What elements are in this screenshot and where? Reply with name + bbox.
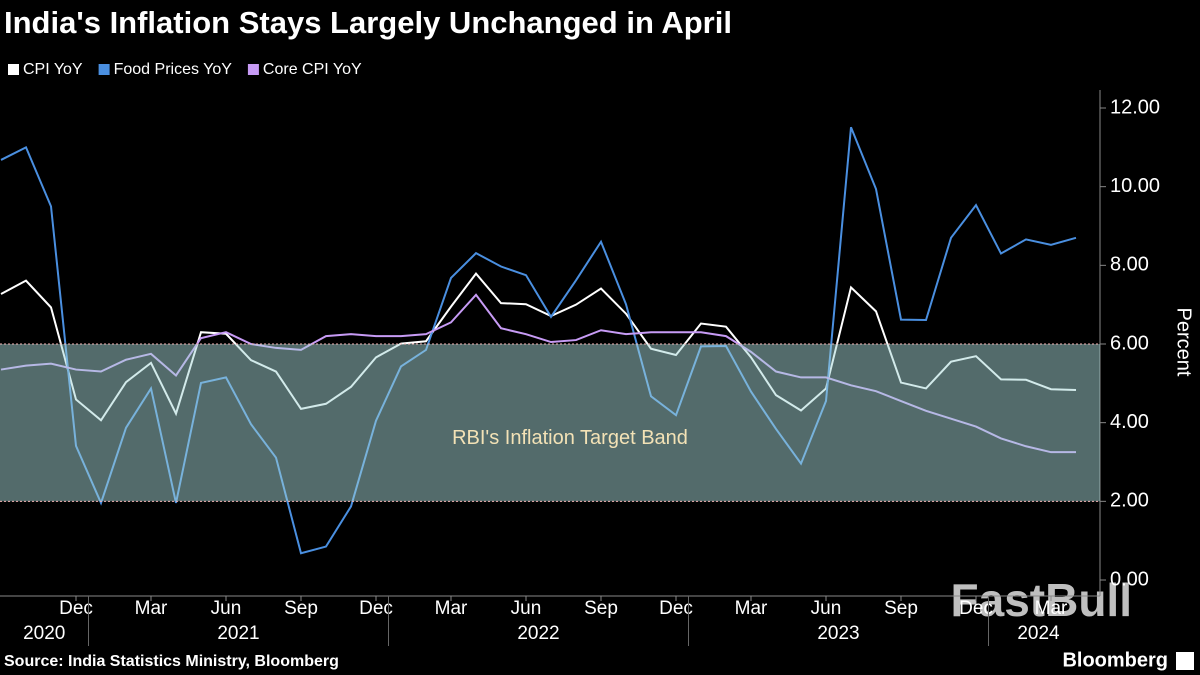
target-band-label: RBI's Inflation Target Band [452,427,688,449]
legend-label: CPI YoY [23,61,83,78]
y-axis-label: Percent [1173,308,1195,377]
x-tick-label: Sep [284,598,318,619]
x-tick-label: Dec [59,598,93,619]
x-tick-label: Mar [1035,598,1068,619]
x-year-label: 2024 [1017,623,1060,644]
y-tick-label: 2.00 [1110,490,1149,512]
x-tick-label: Sep [884,598,918,619]
x-tick-label: Sep [584,598,618,619]
y-tick-label: 8.00 [1110,254,1149,276]
x-tick-label: Mar [135,598,168,619]
x-tick-label: Mar [435,598,468,619]
source: Source: India Statistics Ministry, Bloom… [4,653,339,670]
x-tick-label: Mar [735,598,768,619]
legend-swatch [98,64,110,75]
brand-icon [1176,652,1194,670]
target-band [0,344,1100,502]
legend-swatch [247,64,259,75]
y-tick-label: 0.00 [1110,568,1149,590]
x-tick-label: Jun [211,598,242,619]
y-tick-label: 12.00 [1110,96,1160,118]
x-tick-label: Dec [659,598,693,619]
x-year-label: 2021 [217,623,259,644]
y-tick-label: 6.00 [1110,332,1149,354]
brand: Bloomberg [1062,649,1168,671]
x-year-label: 2020 [23,623,65,644]
x-year-label: 2023 [817,623,859,644]
legend-swatch [8,64,19,75]
y-tick-label: 10.00 [1110,175,1160,197]
x-tick-label: Dec [959,598,993,619]
y-tick-label: 4.00 [1110,411,1149,433]
x-year-label: 2022 [517,623,559,644]
x-tick-label: Dec [359,598,393,619]
x-tick-label: Jun [811,598,842,619]
legend-label: Core CPI YoY [263,61,362,78]
chart-title: India's Inflation Stays Largely Unchange… [4,5,732,40]
x-tick-label: Jun [511,598,542,619]
watermark: FastBull [951,574,1132,626]
legend-label: Food Prices YoY [114,61,233,78]
